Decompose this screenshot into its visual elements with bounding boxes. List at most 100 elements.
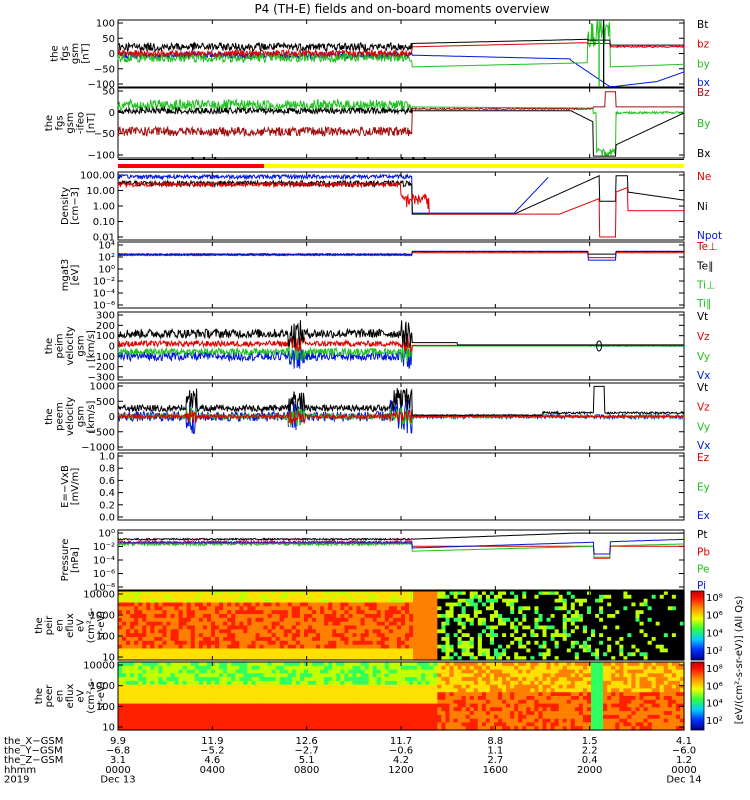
heat-cell [510, 598, 515, 604]
heat-cell [582, 684, 588, 690]
heat-cell [392, 625, 398, 630]
heat-cell [397, 637, 402, 642]
heat-cell [138, 692, 143, 697]
heat-cell [558, 662, 564, 667]
heat-cell [215, 718, 220, 724]
heat-cell [130, 680, 135, 686]
heat-cell [243, 610, 248, 615]
heat-cell [158, 610, 163, 615]
heat-cell [635, 610, 641, 615]
heat-cell [421, 722, 426, 727]
heat-cell [118, 594, 123, 600]
heat-cell [392, 629, 398, 634]
heat-cell [461, 633, 467, 638]
heat-cell [627, 617, 632, 623]
heat-cell [138, 714, 143, 720]
heat-cell [526, 617, 531, 623]
heat-cell [397, 684, 402, 690]
heat-cell [299, 677, 305, 682]
heat-cell [348, 680, 353, 686]
heat-cell [336, 662, 341, 667]
heat-cell [283, 714, 289, 720]
heat-cell [603, 640, 608, 646]
heat-cell [627, 610, 632, 615]
heat-cell [340, 699, 345, 705]
y-tick-label: 0.8 [99, 464, 115, 475]
heat-cell [538, 665, 544, 671]
heat-cell [219, 633, 224, 638]
heat-cell [186, 703, 192, 708]
y-tick-label: 10⁰ [98, 265, 115, 276]
heat-cell [376, 606, 382, 611]
heat-cell [352, 606, 358, 611]
heat-cell [308, 602, 313, 607]
heat-cell [227, 665, 232, 671]
heat-cell [259, 629, 265, 634]
heat-cell [506, 707, 511, 712]
heat-cell [223, 614, 228, 619]
heat-cell [352, 591, 358, 596]
heat-cell [534, 707, 539, 712]
heat-cell [376, 665, 382, 671]
heat-cell [320, 652, 325, 657]
heat-cell [150, 633, 155, 638]
heat-cell [449, 648, 455, 653]
heat-cell [255, 598, 261, 604]
heat-cell [170, 644, 176, 650]
heat-cell [235, 640, 240, 646]
heat-cell [591, 707, 596, 712]
heat-cell [659, 591, 665, 596]
heat-cell [235, 677, 240, 682]
heat-cell [591, 662, 596, 667]
heat-cell [328, 703, 333, 708]
heat-cell [526, 703, 531, 708]
heat-cell [627, 606, 632, 611]
heat-cell [320, 640, 325, 646]
heat-cell [271, 625, 277, 630]
heat-cell [397, 677, 402, 682]
heat-cell [198, 644, 204, 650]
heat-cell [194, 640, 200, 646]
heat-cell [162, 591, 168, 596]
heat-cell [607, 617, 612, 623]
y-axis-label-line: [km/s] [86, 400, 97, 432]
y-tick-label: 50 [102, 34, 115, 45]
heat-cell [388, 714, 394, 720]
heat-cell [227, 673, 232, 678]
heat-cell [595, 614, 600, 619]
heat-cell [295, 707, 301, 712]
heat-cell [154, 718, 159, 724]
heat-cell [578, 662, 584, 667]
heat-cell [126, 621, 131, 627]
heat-cell [372, 614, 378, 619]
heat-cell [279, 602, 285, 607]
heat-cell [619, 610, 624, 615]
heat-cell [445, 629, 451, 634]
heat-cell [631, 610, 636, 615]
heat-cell [352, 711, 358, 716]
heat-cell [384, 656, 390, 661]
heat-cell [283, 617, 289, 623]
heat-cell [287, 625, 293, 630]
heat-cell [364, 637, 370, 642]
heat-cell [405, 718, 410, 724]
heat-cell [675, 610, 681, 615]
heat-cell [198, 617, 204, 623]
heat-cell [409, 662, 414, 667]
heat-cell [413, 610, 418, 615]
heat-cell [570, 707, 576, 712]
heat-cell [328, 640, 333, 646]
heat-cell [219, 629, 224, 634]
heat-cell [518, 688, 523, 693]
heat-cell [356, 621, 362, 627]
heat-cell [146, 637, 151, 642]
heat-cell [308, 707, 313, 712]
heat-cell [162, 711, 168, 716]
heat-cell [356, 665, 362, 671]
heat-cell [215, 662, 220, 667]
heat-cell [312, 629, 317, 634]
heat-cell [122, 614, 127, 619]
heat-cell [489, 688, 495, 693]
heat-cell [401, 677, 406, 682]
